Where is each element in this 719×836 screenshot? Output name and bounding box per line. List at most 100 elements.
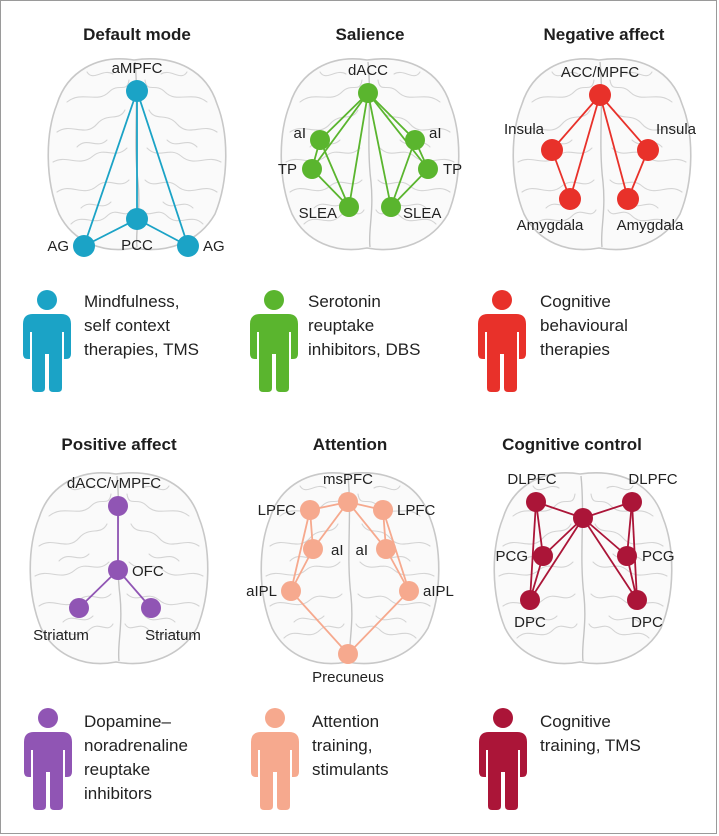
network-edge xyxy=(83,90,138,247)
brain-outline xyxy=(493,472,673,665)
node-amygdala-left xyxy=(559,188,581,210)
node-label: PCC xyxy=(121,237,153,254)
node-striatum-left xyxy=(69,598,89,618)
node-pcc xyxy=(126,208,148,230)
node-aipl-left xyxy=(281,581,301,601)
node-mspfc xyxy=(338,492,358,512)
node-label: Striatum xyxy=(145,627,201,644)
panel-cognitive-control: Cognitive control DLPFC DLPFC PCG PCG DPC DPC C… xyxy=(479,435,678,810)
node-label: PCG xyxy=(495,548,528,565)
node-slea-left xyxy=(339,197,359,217)
panel-title: Negative affect xyxy=(544,25,665,44)
person-icon xyxy=(24,708,72,810)
network-edge xyxy=(319,92,369,141)
treatment-line: Serotonin xyxy=(308,292,381,311)
network-edge xyxy=(390,139,416,208)
node-center xyxy=(573,508,593,528)
node-label: aI xyxy=(331,542,344,559)
network-edge xyxy=(290,590,349,655)
treatment-line: reuptake xyxy=(84,760,150,779)
node-label: OFC xyxy=(132,563,164,580)
person-icon xyxy=(251,708,299,810)
network-edge xyxy=(599,94,649,151)
node-label: aIPL xyxy=(246,583,277,600)
node-label: aI xyxy=(293,125,306,142)
person-icon xyxy=(479,708,527,810)
treatment-line: inhibitors xyxy=(84,784,152,803)
network-edge xyxy=(136,90,189,247)
node-label: aIPL xyxy=(423,583,454,600)
node-ai-right xyxy=(405,130,425,150)
node-label: msPFC xyxy=(323,471,373,488)
person-icon xyxy=(250,290,298,392)
node-insula-right xyxy=(637,139,659,161)
treatment-line: inhibitors, DBS xyxy=(308,340,420,359)
node-label: AG xyxy=(47,238,69,255)
network-edge xyxy=(382,509,410,592)
node-label: DLPFC xyxy=(507,471,556,488)
treatment-line: Cognitive xyxy=(540,292,611,311)
treatment-line: reuptake xyxy=(308,316,374,335)
treatment-line: therapies xyxy=(540,340,610,359)
node-label: ACC/MPFC xyxy=(561,64,640,81)
treatment-text: Cognitive training, TMS xyxy=(540,712,641,755)
node-label: TP xyxy=(278,161,297,178)
node-label: DPC xyxy=(514,614,546,631)
node-tp-right xyxy=(418,159,438,179)
node-label: DPC xyxy=(631,614,663,631)
node-label: Amygdala xyxy=(617,217,684,234)
person-icon xyxy=(478,290,526,392)
panel-title: Positive affect xyxy=(61,435,177,454)
panel-title: Attention xyxy=(313,435,388,454)
panel-attention: Attention msPFC LPFC LPFC aI aI aIPL aIPL Precun… xyxy=(246,435,454,810)
person-icon xyxy=(23,290,71,392)
network-edge xyxy=(599,94,629,200)
node-ai-left xyxy=(310,130,330,150)
treatment-line: stimulants xyxy=(312,760,389,779)
treatment-line: training, TMS xyxy=(540,736,641,755)
node-label: dACC/vMPFC xyxy=(67,475,161,492)
node-label: aI xyxy=(355,542,368,559)
network-edges xyxy=(311,92,429,208)
panel-title: Cognitive control xyxy=(502,435,642,454)
node-dpc-left xyxy=(520,590,540,610)
node-insula-left xyxy=(541,139,563,161)
node-label: Precuneus xyxy=(312,669,384,686)
node-label: Insula xyxy=(656,121,697,138)
node-accmpfc xyxy=(589,84,611,106)
network-edge xyxy=(569,94,601,200)
treatment-line: therapies, TMS xyxy=(84,340,199,359)
panel-default-mode: Default mode aMPFC PCC AG AG Mindfulness, self… xyxy=(23,25,227,392)
network-edge xyxy=(367,92,392,208)
node-dacc xyxy=(358,83,378,103)
panel-salience: Salience dACC aI aI TP TP SLEA SLEA Serotonin reu… xyxy=(250,25,462,392)
node-dpc-right xyxy=(627,590,647,610)
node-ai-left xyxy=(303,539,323,559)
network-edge xyxy=(551,94,601,151)
node-label: LPFC xyxy=(397,502,436,519)
node-striatum-right xyxy=(141,598,161,618)
network-edge xyxy=(529,501,537,601)
node-precuneus xyxy=(338,644,358,664)
node-pcg-right xyxy=(617,546,637,566)
network-edge xyxy=(367,92,416,141)
node-dlpfc-right xyxy=(622,492,642,512)
node-dlpfc-left xyxy=(526,492,546,512)
network-edge xyxy=(290,509,311,592)
treatment-line: Dopamine– xyxy=(84,712,171,731)
network-edge xyxy=(311,92,369,170)
panel-negative-affect: Negative affect ACC/MPFC Insula Insula Amygd… xyxy=(478,25,697,392)
node-label: DLPFC xyxy=(628,471,677,488)
node-label: Insula xyxy=(504,121,545,138)
node-label: aI xyxy=(429,125,442,142)
node-label: SLEA xyxy=(299,205,337,222)
treatment-text: Mindfulness, self context therapies, TMS xyxy=(84,292,199,359)
node-label: SLEA xyxy=(403,205,441,222)
node-label: dACC xyxy=(348,62,388,79)
node-pcg-left xyxy=(533,546,553,566)
node-lpfc-right xyxy=(373,500,393,520)
treatment-text: Serotonin reuptake inhibitors, DBS xyxy=(308,292,420,359)
node-tp-left xyxy=(302,159,322,179)
panel-positive-affect: Positive affect dACC/vMPFC OFC Striatum Stri… xyxy=(24,435,209,810)
